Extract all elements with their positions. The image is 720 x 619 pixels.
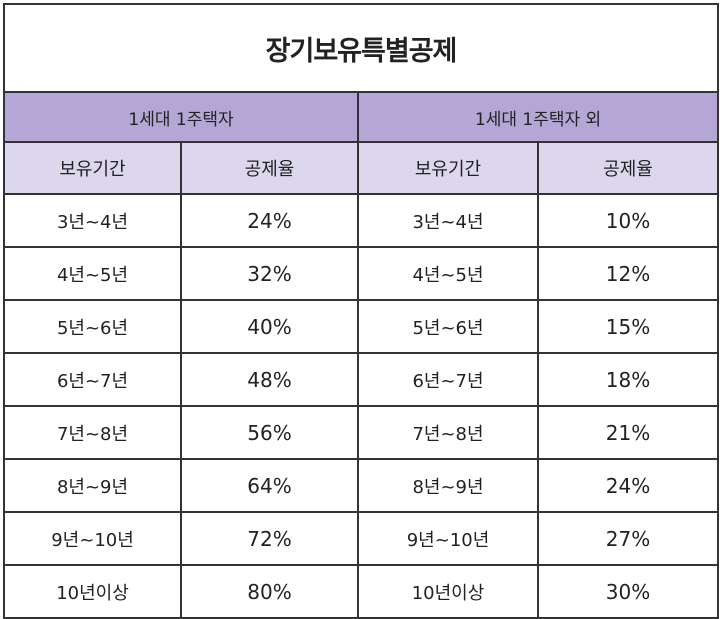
period-cell: 4년~5년 xyxy=(357,246,539,301)
table-row: 3년~4년 24% 3년~4년 10% xyxy=(3,193,720,248)
deduction-table-container: 장기보유특별공제 1세대 1주택자 1세대 1주택자 외 보유기간 공제율 보유… xyxy=(2,3,720,619)
group-header-other: 1세대 1주택자 외 xyxy=(356,91,720,143)
rate-cell: 56% xyxy=(180,405,359,460)
rate-cell: 24% xyxy=(180,193,359,248)
period-cell: 10년이상 xyxy=(3,564,182,619)
title-row: 장기보유특별공제 xyxy=(2,3,720,93)
rate-cell: 40% xyxy=(180,299,359,354)
table-row: 9년~10년 72% 9년~10년 27% xyxy=(3,511,720,566)
period-cell: 9년~10년 xyxy=(3,511,182,566)
period-cell: 7년~8년 xyxy=(357,405,539,460)
rate-cell: 27% xyxy=(536,511,720,566)
rate-cell: 32% xyxy=(180,246,359,301)
table-row: 4년~5년 32% 4년~5년 12% xyxy=(3,246,720,301)
period-cell: 8년~9년 xyxy=(3,458,182,513)
rate-cell: 72% xyxy=(180,511,359,566)
period-cell: 7년~8년 xyxy=(3,405,182,460)
period-cell: 9년~10년 xyxy=(357,511,539,566)
table-title: 장기보유특별공제 xyxy=(2,3,720,93)
rate-cell: 21% xyxy=(536,405,720,460)
table-row: 7년~8년 56% 7년~8년 21% xyxy=(3,405,720,460)
period-cell: 6년~7년 xyxy=(3,352,182,407)
period-cell: 5년~6년 xyxy=(357,299,539,354)
period-cell: 3년~4년 xyxy=(3,193,182,248)
rate-cell: 30% xyxy=(536,564,720,619)
group-header-row: 1세대 1주택자 1세대 1주택자 외 xyxy=(3,91,720,143)
long-term-holding-deduction-table: 장기보유특별공제 1세대 1주택자 1세대 1주택자 외 보유기간 공제율 보유… xyxy=(2,3,720,619)
table-row: 8년~9년 64% 8년~9년 24% xyxy=(3,458,720,513)
period-cell: 8년~9년 xyxy=(357,458,539,513)
rate-cell: 80% xyxy=(180,564,359,619)
column-header-rate: 공제율 xyxy=(180,141,359,195)
rate-cell: 48% xyxy=(180,352,359,407)
table-row: 5년~6년 40% 5년~6년 15% xyxy=(3,299,720,354)
period-cell: 6년~7년 xyxy=(357,352,539,407)
table-row: 10년이상 80% 10년이상 30% xyxy=(3,564,720,619)
column-header-period: 보유기간 xyxy=(3,141,182,195)
period-cell: 5년~6년 xyxy=(3,299,182,354)
period-cell: 10년이상 xyxy=(357,564,539,619)
period-cell: 4년~5년 xyxy=(3,246,182,301)
rate-cell: 18% xyxy=(536,352,720,407)
rate-cell: 64% xyxy=(180,458,359,513)
column-header-row: 보유기간 공제율 보유기간 공제율 xyxy=(3,141,720,195)
rate-cell: 15% xyxy=(536,299,720,354)
table-row: 6년~7년 48% 6년~7년 18% xyxy=(3,352,720,407)
period-cell: 3년~4년 xyxy=(357,193,539,248)
group-header-single-home: 1세대 1주택자 xyxy=(3,91,359,143)
rate-cell: 12% xyxy=(536,246,720,301)
column-header-period: 보유기간 xyxy=(357,141,539,195)
column-header-rate: 공제율 xyxy=(536,141,720,195)
rate-cell: 10% xyxy=(536,193,720,248)
rate-cell: 24% xyxy=(536,458,720,513)
